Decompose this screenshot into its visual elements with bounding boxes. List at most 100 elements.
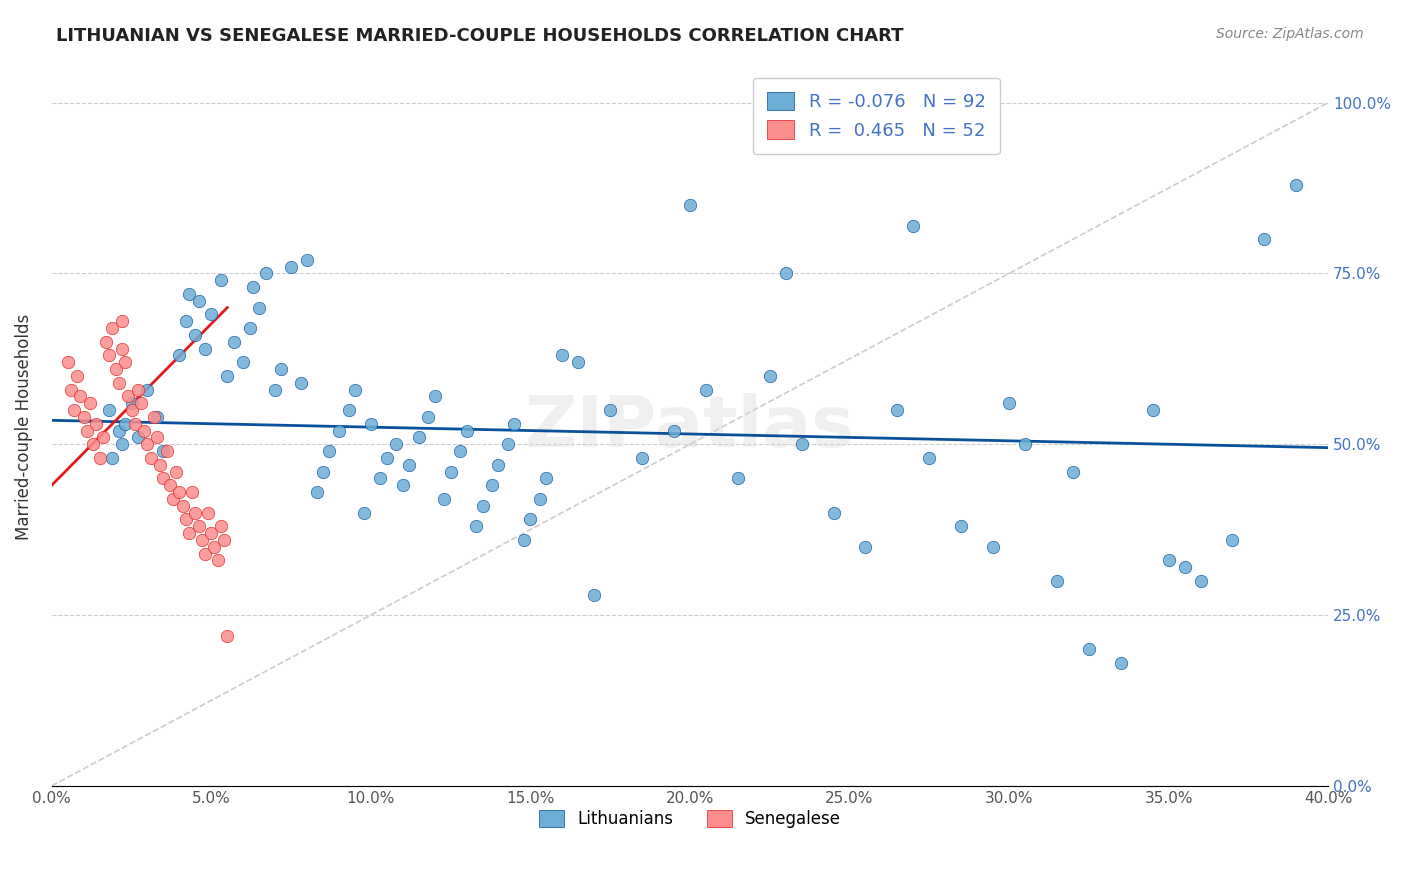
Point <box>56 355 79 369</box>
Point <box>217 368 239 383</box>
Point <box>136 383 159 397</box>
Point <box>1157 553 1180 567</box>
Point <box>981 540 1004 554</box>
Point <box>134 424 156 438</box>
Point <box>1109 656 1132 670</box>
Point <box>496 437 519 451</box>
Point <box>536 471 558 485</box>
Point <box>139 450 162 465</box>
Point <box>127 383 149 397</box>
Point <box>73 409 96 424</box>
Point <box>503 417 526 431</box>
Point <box>159 478 181 492</box>
Point <box>129 396 152 410</box>
Point <box>114 355 136 369</box>
Point <box>177 287 200 301</box>
Point <box>481 478 503 492</box>
Point <box>1285 178 1308 192</box>
Point <box>174 314 197 328</box>
Point <box>823 506 845 520</box>
Point <box>217 628 239 642</box>
Point <box>200 526 222 541</box>
Point <box>998 396 1021 410</box>
Point <box>513 533 536 547</box>
Point <box>456 424 478 438</box>
Point <box>1077 642 1099 657</box>
Point <box>59 383 82 397</box>
Point <box>375 450 398 465</box>
Point <box>212 533 235 547</box>
Legend: Lithuanians, Senegalese: Lithuanians, Senegalese <box>533 804 848 835</box>
Point <box>107 424 129 438</box>
Point <box>63 403 86 417</box>
Point <box>529 491 551 506</box>
Point <box>190 533 212 547</box>
Point <box>197 506 219 520</box>
Point <box>194 342 217 356</box>
Point <box>146 409 169 424</box>
Point <box>391 478 413 492</box>
Point <box>439 465 461 479</box>
Point <box>232 355 254 369</box>
Point <box>370 471 392 485</box>
Point <box>187 293 209 308</box>
Point <box>91 430 114 444</box>
Point <box>353 506 375 520</box>
Point <box>79 396 101 410</box>
Point <box>679 198 702 212</box>
Point <box>239 321 262 335</box>
Point <box>280 260 302 274</box>
Point <box>385 437 408 451</box>
Point <box>146 430 169 444</box>
Point <box>433 491 456 506</box>
Point <box>184 327 207 342</box>
Point <box>631 450 654 465</box>
Point <box>290 376 312 390</box>
Y-axis label: Married-couple Households: Married-couple Households <box>15 314 32 541</box>
Point <box>184 506 207 520</box>
Point <box>398 458 420 472</box>
Point <box>343 383 366 397</box>
Point <box>264 383 287 397</box>
Point <box>162 491 184 506</box>
Point <box>114 417 136 431</box>
Point <box>101 450 124 465</box>
Point <box>305 485 328 500</box>
Point <box>328 424 350 438</box>
Point <box>1189 574 1212 588</box>
Point <box>165 465 187 479</box>
Text: ZIPatlas: ZIPatlas <box>524 392 855 462</box>
Point <box>76 424 98 438</box>
Point <box>247 301 270 315</box>
Point <box>886 403 908 417</box>
Point <box>408 430 430 444</box>
Point <box>950 519 973 533</box>
Point <box>1062 465 1084 479</box>
Point <box>111 437 134 451</box>
Point <box>152 444 174 458</box>
Point <box>727 471 749 485</box>
Point <box>1142 403 1164 417</box>
Point <box>295 252 318 267</box>
Point <box>242 280 264 294</box>
Point <box>136 437 159 451</box>
Point <box>187 519 209 533</box>
Point <box>337 403 360 417</box>
Point <box>270 362 292 376</box>
Point <box>111 342 134 356</box>
Point <box>69 389 91 403</box>
Point <box>1222 533 1244 547</box>
Point <box>318 444 340 458</box>
Point <box>86 417 108 431</box>
Point <box>1014 437 1036 451</box>
Point <box>855 540 877 554</box>
Point <box>519 512 541 526</box>
Point <box>194 547 217 561</box>
Point <box>152 471 174 485</box>
Point <box>82 437 104 451</box>
Point <box>209 519 232 533</box>
Point <box>107 376 129 390</box>
Point <box>449 444 471 458</box>
Point <box>156 444 179 458</box>
Point <box>903 219 925 233</box>
